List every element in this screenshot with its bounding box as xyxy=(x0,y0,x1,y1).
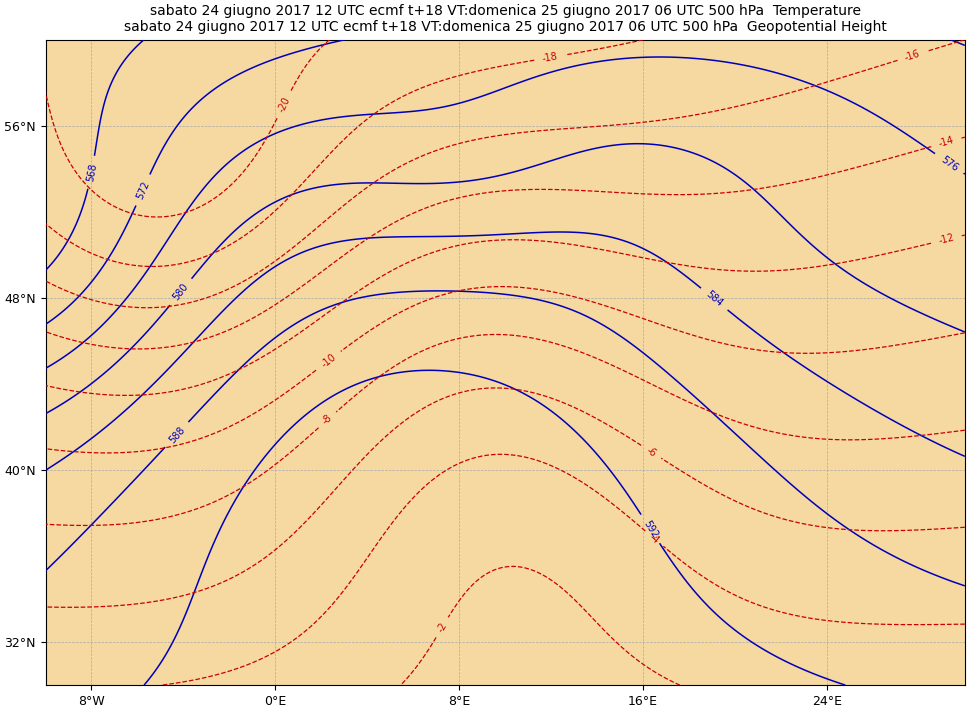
Text: -12: -12 xyxy=(937,233,955,246)
Text: -6: -6 xyxy=(644,445,658,459)
Text: -14: -14 xyxy=(937,135,955,150)
Text: -20: -20 xyxy=(276,95,292,114)
Text: -2: -2 xyxy=(435,621,449,634)
Text: 584: 584 xyxy=(704,289,725,309)
Title: sabato 24 giugno 2017 12 UTC ecmf t+18 VT:domenica 25 giugno 2017 06 UTC 500 hPa: sabato 24 giugno 2017 12 UTC ecmf t+18 V… xyxy=(124,4,887,34)
Text: -18: -18 xyxy=(541,51,558,64)
Text: 588: 588 xyxy=(167,424,187,445)
Text: 572: 572 xyxy=(135,179,151,201)
Text: -16: -16 xyxy=(903,48,922,63)
Text: 568: 568 xyxy=(85,162,98,182)
Text: 592: 592 xyxy=(641,518,660,540)
Text: -10: -10 xyxy=(319,352,337,370)
Text: -8: -8 xyxy=(321,413,334,426)
Text: 580: 580 xyxy=(172,281,191,303)
Text: 576: 576 xyxy=(939,154,959,173)
Text: -4: -4 xyxy=(647,532,661,545)
